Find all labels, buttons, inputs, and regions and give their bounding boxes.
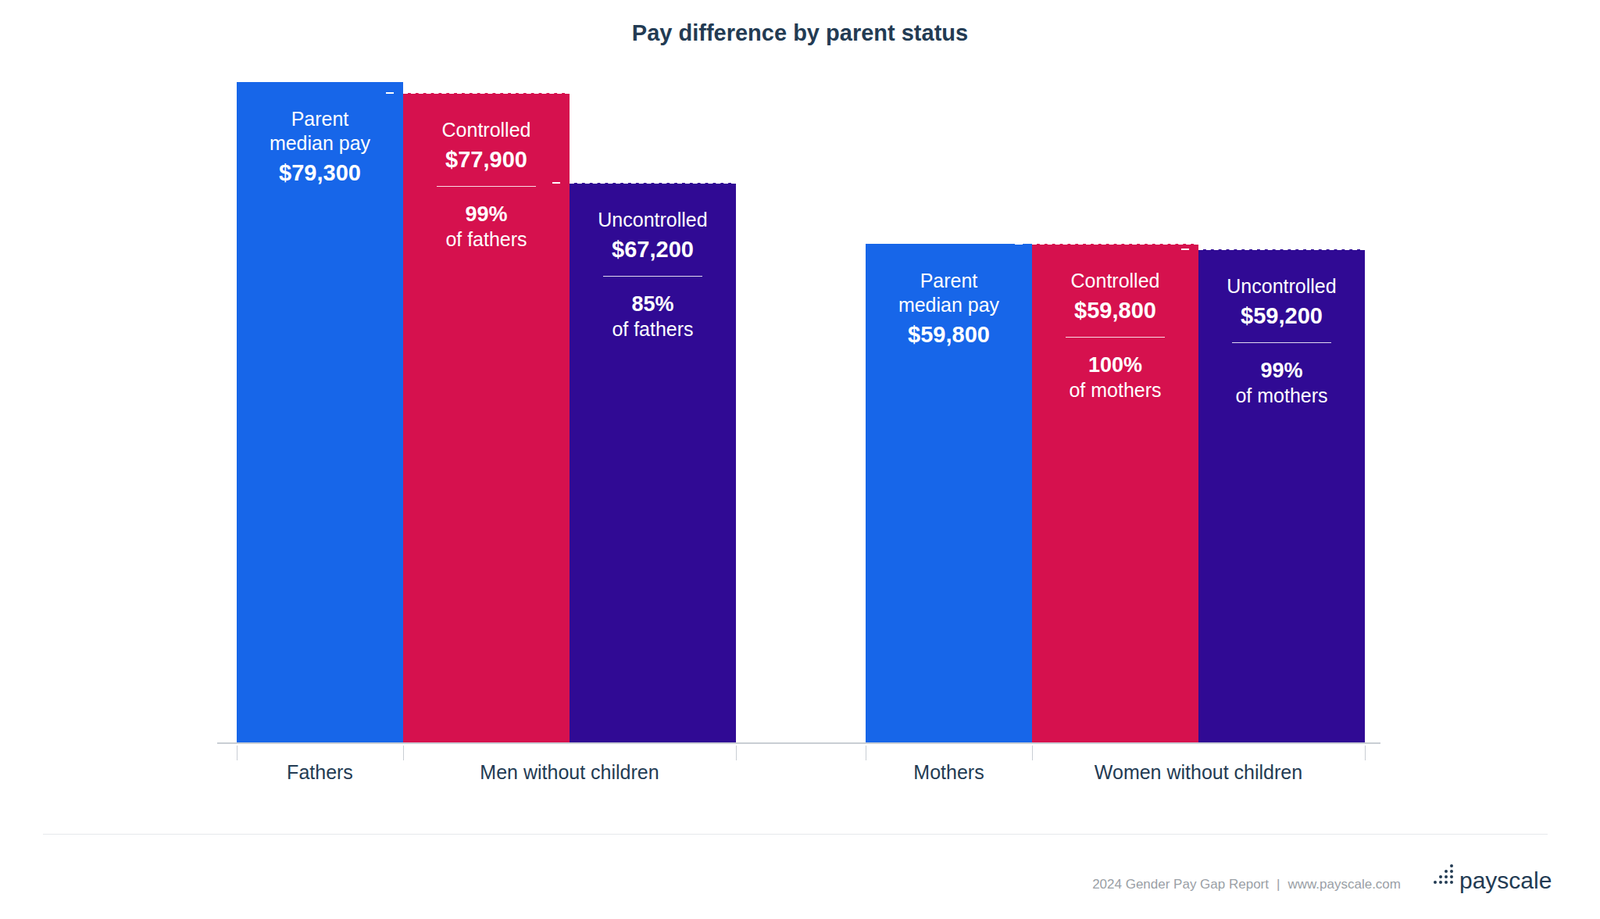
percent-label: 100% — [1032, 352, 1199, 378]
bar-text: Parent median pay$59,800 — [865, 243, 1033, 557]
percent-label: 99% — [403, 201, 570, 227]
percent-label: 85% — [569, 291, 736, 317]
data-label: $59,200 — [1198, 301, 1365, 330]
footer-url: www.payscale.com — [1287, 876, 1401, 892]
bar-name: Parent median pay — [886, 268, 1012, 318]
axis-tick — [403, 745, 404, 761]
axis-tick — [1032, 745, 1033, 761]
brand: payscale — [1459, 867, 1552, 894]
footer-report: 2024 Gender Pay Gap Report — [1092, 876, 1269, 892]
bar-name: Controlled — [424, 117, 550, 143]
axis-tick — [735, 745, 737, 761]
baseline — [217, 742, 1381, 744]
top-dash — [569, 182, 736, 184]
x-label: Women without children — [1032, 760, 1365, 784]
top-tick — [1181, 248, 1190, 250]
x-label: Mothers — [865, 760, 1033, 784]
bar-text: Controlled $59,800 100%of mothers — [1032, 243, 1199, 557]
bar-name: Uncontrolled — [1219, 274, 1345, 299]
percent-of: of fathers — [403, 227, 570, 252]
percent-of: of mothers — [1032, 378, 1199, 403]
top-dash — [403, 92, 570, 94]
bar-text: Uncontrolled$67,200 85%of fathers — [569, 182, 736, 496]
bar — [569, 182, 736, 743]
axis-tick — [1364, 745, 1366, 761]
bar-text: Parent median pay$79,300 — [236, 82, 404, 395]
divider — [1232, 342, 1332, 343]
logo-dot — [1444, 880, 1448, 884]
data-label: $79,300 — [236, 158, 404, 187]
x-label: Fathers — [236, 760, 404, 784]
logo-dot — [1439, 880, 1443, 884]
top-tick — [1014, 242, 1023, 245]
plot-area — [0, 82, 1600, 743]
axis-tick — [865, 745, 867, 761]
percent-label: 99% — [1198, 357, 1365, 383]
percent-of: of fathers — [569, 317, 736, 342]
bar-name: Parent median pay — [257, 107, 383, 156]
bar — [403, 92, 570, 743]
footer-rule — [42, 833, 1548, 835]
logo-dot — [1450, 864, 1454, 868]
logo-dot — [1444, 875, 1448, 879]
percent-of: of mothers — [1198, 383, 1365, 408]
top-tick — [552, 182, 561, 184]
divider — [603, 275, 703, 277]
data-label: $77,900 — [403, 145, 570, 174]
divider — [436, 185, 536, 187]
footer-separator: | — [1276, 876, 1280, 892]
top-dash — [1198, 248, 1365, 250]
chart-title: Pay difference by parent status — [0, 20, 1600, 47]
bar-name: Controlled — [1053, 268, 1179, 293]
axis-tick — [236, 745, 238, 761]
logo-dot — [1444, 869, 1448, 873]
bar — [865, 243, 1033, 743]
divider — [1065, 336, 1165, 338]
top-tick — [385, 92, 394, 94]
logo-dot — [1450, 875, 1454, 879]
logo-dot — [1450, 869, 1454, 873]
data-label: $59,800 — [865, 320, 1033, 349]
bar-text: Controlled$77,900 99%of fathers — [403, 92, 570, 406]
data-label: $67,200 — [569, 235, 736, 264]
footer-text: 2024 Gender Pay Gap Report | www.payscale.… — [1092, 876, 1401, 893]
data-label: $59,800 — [1032, 296, 1199, 325]
logo-dot — [1439, 875, 1443, 879]
bar-text: Uncontrolled$59,200 99%of mothers — [1198, 249, 1365, 562]
x-label: Men without children — [403, 760, 736, 784]
top-dash — [1032, 242, 1199, 245]
logo-dot — [1433, 880, 1437, 884]
logo-dot — [1450, 880, 1454, 884]
bar-name: Uncontrolled — [590, 207, 716, 233]
label-layer: Parent median pay$79,300Controlled$77,90… — [0, 0, 1600, 919]
